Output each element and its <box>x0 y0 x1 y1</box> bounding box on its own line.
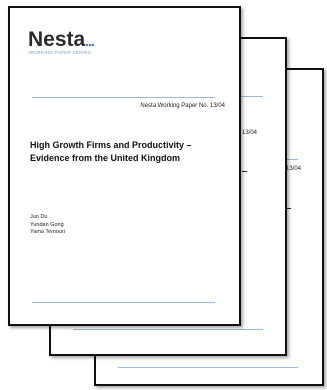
working-paper-number: Nesta Working Paper No. 13/04 <box>140 103 225 109</box>
dash-mark <box>286 208 291 209</box>
paper-title: High Growth Firms and Productivity – Evi… <box>30 140 192 163</box>
header-divider <box>32 97 215 98</box>
divider-line <box>118 367 298 368</box>
footer-divider <box>32 302 215 303</box>
nesta-logo: Nesta... <box>28 28 95 51</box>
paper-number-fragment: 13/04 <box>286 166 302 172</box>
series-label: WORKING PAPER SERIES <box>29 50 91 55</box>
dash-mark <box>242 171 247 172</box>
paper-number-fragment: 13/04 <box>242 130 258 136</box>
document-cover-page: Nesta... WORKING PAPER SERIES Nesta Work… <box>8 6 241 326</box>
author-name: Yundan Gong <box>30 221 64 228</box>
author-name: Yama Temouri <box>30 229 65 235</box>
divider-line <box>73 329 263 330</box>
author-list: Jun Du Yundan Gong Yama Temouri <box>30 214 65 237</box>
author-name: Jun Du <box>30 214 48 220</box>
